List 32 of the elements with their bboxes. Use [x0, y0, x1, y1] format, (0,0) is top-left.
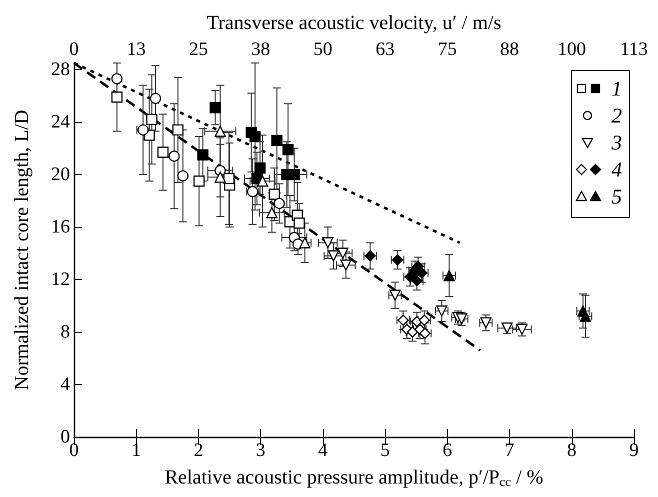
y-tick-label: 24: [51, 112, 70, 133]
x-tick-label: 2: [194, 440, 204, 461]
y-tick-label: 28: [51, 59, 70, 80]
x2-tick-label: 75: [438, 39, 457, 60]
x2-tick-label: 100: [558, 39, 586, 60]
x2-tick-label: 13: [126, 39, 146, 60]
y-tick-label: 16: [51, 216, 70, 238]
y-tick-label: 8: [60, 322, 70, 343]
x-tick-label: 6: [442, 440, 452, 461]
legend-label: 1: [612, 76, 622, 100]
y-tick-label: 0: [60, 426, 70, 448]
x2-tick-label: 88: [500, 39, 520, 60]
legend-label: 3: [610, 130, 622, 154]
x2-axis-title: Transverse acoustic velocity, u′ / m/s: [206, 12, 502, 34]
x-tick-label: 3: [256, 440, 266, 461]
x2-tick-label: 25: [188, 39, 208, 60]
x2-tick-label: 38: [251, 39, 270, 60]
x-tick-label: 9: [629, 440, 639, 461]
y-tick-label: 4: [60, 374, 70, 396]
y-axis-title: Normalized intact core length, L/D: [11, 110, 33, 390]
x-tick-label: 1: [131, 440, 141, 461]
x2-tick-label: 50: [313, 39, 332, 60]
x-tick-label: 4: [318, 440, 328, 461]
legend-label: 4: [612, 158, 622, 182]
legend-label: 2: [612, 104, 622, 128]
x2-tick-label: 63: [376, 39, 395, 60]
x-axis-title: Relative acoustic pressure amplitude, p′/Pcc / %: [164, 466, 544, 489]
legend-label: 5: [612, 184, 622, 208]
y-tick-label: 12: [51, 269, 70, 290]
x-tick-label: 8: [567, 440, 577, 461]
x2-tick-label: 113: [620, 39, 648, 60]
y-tick-label: 20: [51, 164, 70, 186]
